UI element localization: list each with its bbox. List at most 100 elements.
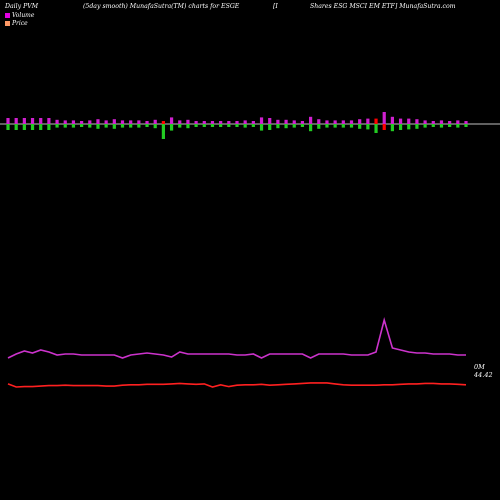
volume-bar-down-27 — [227, 124, 231, 127]
volume-bar-down-46 — [382, 124, 386, 130]
volume-bar-down-8 — [71, 124, 76, 128]
volume-bar-up-19 — [161, 121, 165, 124]
legend-price-swatch — [5, 21, 10, 26]
volume-bar-up-48 — [398, 118, 403, 124]
volume-bar-down-26 — [219, 124, 223, 127]
volume-bar-down-43 — [358, 124, 362, 129]
volume-bar-down-33 — [276, 124, 280, 129]
volume-bar-up-27 — [227, 121, 231, 124]
volume-bar-down-7 — [63, 124, 67, 128]
volume-bar-up-8 — [71, 120, 76, 124]
volume-bar-down-16 — [137, 124, 141, 128]
volume-bar-up-38 — [317, 119, 321, 124]
volume-bar-up-42 — [349, 120, 354, 124]
chart-header-right: Shares ESG MSCI EM ETF] MunafaSutra.com — [310, 3, 456, 10]
volume-bar-down-2 — [22, 124, 26, 130]
volume-bar-down-47 — [390, 124, 394, 132]
volume-bar-up-17 — [145, 121, 149, 124]
volume-bar-up-55 — [456, 120, 460, 124]
volume-bar-down-17 — [145, 124, 149, 127]
volume-bar-up-49 — [407, 118, 411, 124]
volume-bar-up-24 — [202, 121, 206, 124]
volume-bar-up-43 — [358, 119, 362, 124]
volume-bar-up-3 — [30, 118, 35, 124]
volume-bar-down-14 — [120, 124, 125, 128]
volume-bar-up-18 — [153, 119, 157, 124]
volume-bar-up-46 — [382, 112, 386, 124]
volume-bar-up-56 — [464, 121, 468, 124]
volume-bar-down-36 — [300, 124, 305, 127]
price-end-label: 44.42 — [473, 371, 493, 379]
volume-bar-down-48 — [398, 124, 403, 130]
volume-bar-up-20 — [169, 117, 174, 124]
volume-bar-up-21 — [178, 120, 182, 124]
volume-bar-down-40 — [333, 124, 337, 128]
volume-bar-down-31 — [259, 124, 264, 131]
volume-bar-down-29 — [243, 124, 247, 128]
volume-bar-down-21 — [178, 124, 182, 128]
chart-header-center: (5day smooth) MunafaSutra(TM) charts for… — [83, 3, 240, 10]
volume-line — [7, 316, 466, 359]
volume-bar-up-34 — [284, 119, 288, 124]
volume-bar-up-15 — [129, 120, 133, 124]
volume-bar-down-12 — [104, 124, 108, 128]
volume-bar-down-41 — [341, 124, 345, 128]
volume-bar-down-24 — [202, 124, 206, 127]
volume-bar-down-0 — [6, 124, 10, 130]
chart-header-bracket: [I — [273, 3, 278, 10]
volume-bar-up-12 — [104, 120, 108, 124]
chart-header-left: Daily PVM — [5, 3, 39, 10]
volume-bar-up-44 — [366, 118, 370, 124]
volume-bar-down-10 — [88, 124, 92, 128]
volume-bar-up-29 — [243, 120, 247, 124]
volume-bar-up-28 — [235, 121, 239, 124]
volume-bar-up-50 — [415, 119, 419, 124]
volume-bar-down-44 — [366, 124, 370, 130]
volume-bar-down-1 — [14, 124, 18, 130]
volume-bar-down-13 — [112, 124, 116, 129]
volume-bar-up-52 — [431, 121, 435, 124]
volume-bar-down-34 — [284, 124, 288, 129]
volume-bar-up-5 — [47, 118, 51, 124]
volume-bar-down-42 — [349, 124, 354, 128]
volume-bar-up-26 — [219, 121, 223, 124]
volume-bar-down-53 — [439, 124, 444, 128]
volume-bar-up-1 — [14, 118, 18, 124]
volume-bar-up-16 — [137, 120, 141, 124]
volume-bar-down-35 — [292, 124, 296, 128]
volume-bar-up-14 — [120, 120, 125, 124]
volume-bar-down-23 — [194, 124, 198, 127]
volume-bar-up-2 — [22, 118, 26, 124]
volume-bar-up-45 — [374, 118, 378, 124]
volume-bar-up-51 — [423, 120, 427, 124]
volume-bar-down-28 — [235, 124, 239, 127]
volume-bar-down-9 — [80, 124, 84, 127]
volume-bar-down-56 — [464, 124, 468, 127]
volume-bar-down-4 — [39, 124, 43, 130]
volume-bar-down-55 — [456, 124, 460, 128]
volume-bar-up-4 — [39, 118, 43, 124]
volume-bar-down-37 — [309, 124, 313, 132]
volume-bar-up-41 — [341, 120, 345, 124]
volume-bar-up-39 — [325, 120, 329, 124]
volume-bar-up-36 — [300, 121, 305, 124]
volume-bar-up-53 — [439, 120, 444, 124]
volume-bar-up-10 — [88, 120, 92, 124]
volume-bar-down-51 — [423, 124, 427, 128]
legend-volume: Volume — [5, 12, 34, 19]
volume-bar-down-15 — [129, 124, 133, 128]
legend-price: Price — [5, 20, 28, 27]
volume-bar-up-54 — [448, 121, 452, 124]
volume-bar-up-23 — [194, 121, 198, 124]
volume-bar-up-22 — [186, 119, 190, 124]
volume-bar-down-6 — [55, 124, 59, 128]
volume-bar-down-32 — [268, 124, 272, 130]
volume-bar-up-31 — [259, 117, 264, 124]
legend-volume-swatch — [5, 13, 10, 18]
volume-bar-down-52 — [431, 124, 435, 127]
volume-bar-up-11 — [96, 119, 100, 124]
volume-bar-down-54 — [448, 124, 452, 127]
volume-bar-down-22 — [186, 124, 190, 129]
volume-bar-down-3 — [30, 124, 35, 130]
volume-bar-up-25 — [210, 121, 215, 124]
